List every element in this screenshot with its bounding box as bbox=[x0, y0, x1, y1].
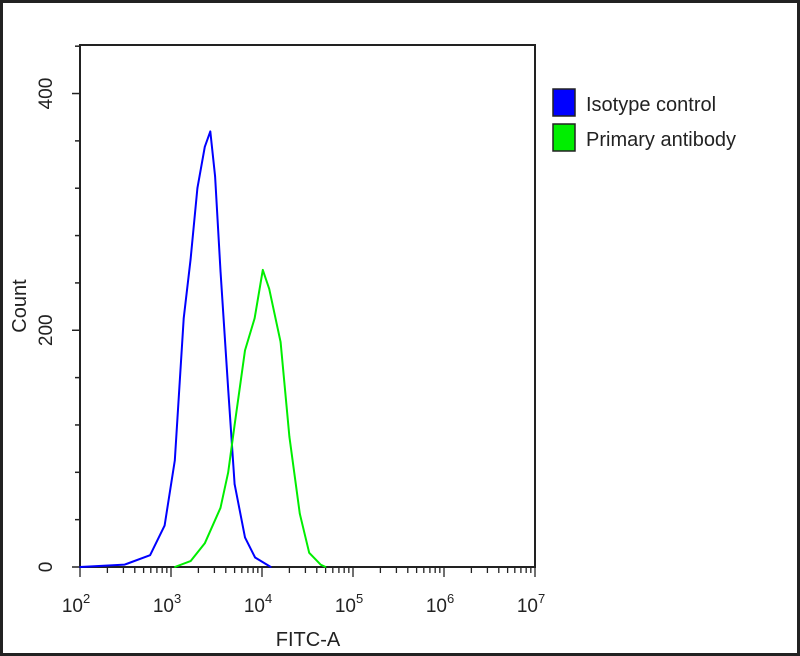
legend-swatch bbox=[552, 123, 576, 152]
x-tick-base: 10 bbox=[153, 596, 174, 617]
data-point bbox=[219, 270, 222, 272]
data-point bbox=[268, 288, 271, 290]
data-point bbox=[324, 566, 327, 568]
x-tick-base: 10 bbox=[244, 596, 265, 617]
data-point bbox=[219, 507, 222, 509]
y-tick-label: 200 bbox=[36, 314, 57, 346]
legend: Isotype control Primary antibody bbox=[552, 88, 736, 152]
x-tick-base: 10 bbox=[426, 596, 447, 617]
x-tick-exponent: 5 bbox=[356, 591, 363, 606]
series-line-isotype-control bbox=[79, 130, 272, 568]
data-point bbox=[308, 551, 310, 554]
data-point bbox=[182, 317, 185, 320]
data-point bbox=[233, 424, 236, 426]
data-point bbox=[279, 341, 282, 343]
data-point bbox=[253, 317, 256, 320]
data-point bbox=[227, 388, 229, 391]
data-point bbox=[298, 512, 301, 515]
data-point bbox=[233, 483, 236, 485]
data-point bbox=[203, 542, 206, 545]
data-point bbox=[189, 258, 192, 261]
data-point bbox=[173, 459, 176, 462]
x-tick-label: 105 bbox=[335, 591, 363, 617]
x-tick-exponent: 2 bbox=[83, 591, 90, 606]
y-tick-label: 0 bbox=[36, 562, 57, 573]
data-point bbox=[209, 130, 212, 133]
y-axis-label: Count bbox=[9, 279, 31, 333]
data-point bbox=[244, 536, 246, 539]
legend-label: Primary antibody bbox=[586, 129, 736, 151]
x-tick-label: 103 bbox=[153, 591, 181, 617]
x-tick-base: 10 bbox=[335, 596, 356, 617]
x-tick-base: 10 bbox=[62, 596, 83, 617]
data-point bbox=[173, 566, 176, 568]
x-tick-label: 102 bbox=[62, 591, 90, 617]
x-tick-exponent: 3 bbox=[174, 591, 181, 606]
x-tick-exponent: 6 bbox=[447, 591, 454, 606]
data-point bbox=[319, 563, 322, 566]
data-point bbox=[227, 471, 229, 474]
data-point bbox=[123, 563, 126, 566]
data-point bbox=[163, 524, 166, 527]
x-tick-exponent: 4 bbox=[265, 591, 272, 606]
data-point bbox=[270, 566, 272, 568]
y-tick-label: 400 bbox=[36, 78, 57, 110]
data-point bbox=[261, 269, 264, 271]
x-tick-label: 106 bbox=[426, 591, 454, 617]
data-point bbox=[189, 560, 192, 562]
data-point bbox=[214, 175, 216, 178]
data-point bbox=[254, 556, 256, 559]
data-point bbox=[203, 145, 206, 148]
x-tick-label: 104 bbox=[244, 591, 272, 617]
x-tick-exponent: 7 bbox=[538, 591, 545, 606]
plot-border bbox=[79, 44, 536, 568]
series-group bbox=[79, 130, 327, 568]
x-tick-base: 10 bbox=[517, 596, 538, 617]
x-axis-label: FITC-A bbox=[276, 629, 341, 651]
series-line-primary-antibody bbox=[174, 268, 327, 568]
x-tick-label: 107 bbox=[517, 591, 545, 617]
data-point bbox=[288, 435, 291, 438]
data-point bbox=[244, 349, 246, 352]
data-point bbox=[196, 187, 199, 190]
data-point bbox=[79, 566, 81, 568]
legend-swatch bbox=[552, 88, 576, 117]
legend-label: Isotype control bbox=[586, 94, 716, 116]
data-point bbox=[149, 554, 151, 556]
